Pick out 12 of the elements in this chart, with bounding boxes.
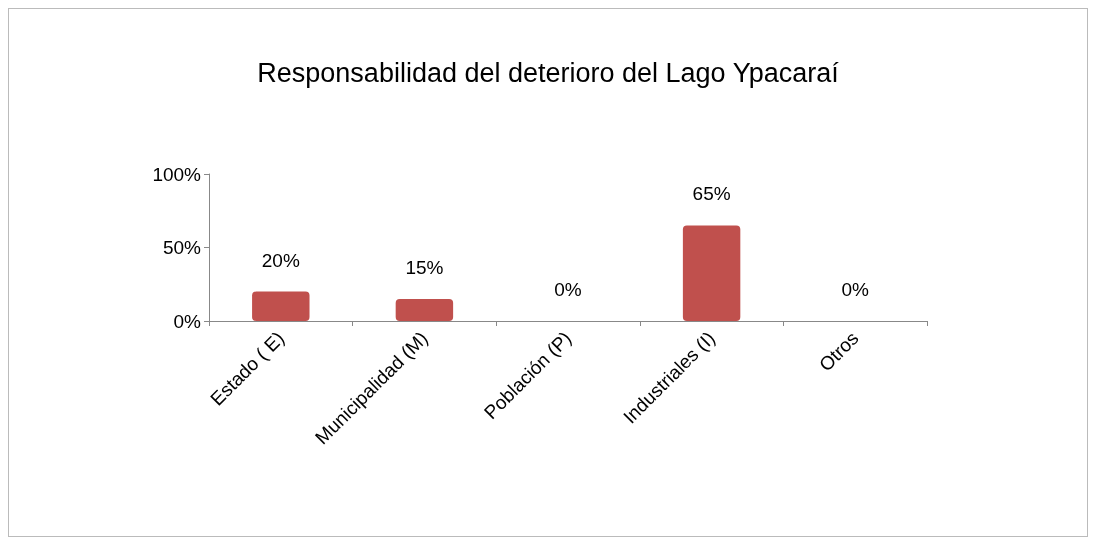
data-label: 0% xyxy=(554,279,582,300)
bar xyxy=(395,298,454,321)
data-label: 15% xyxy=(405,256,444,278)
data-label: 0% xyxy=(841,279,870,300)
chart-title: Responsabilidad del deterioro del Lago Ypacaraí xyxy=(257,57,840,88)
bar xyxy=(682,225,741,321)
bar xyxy=(252,291,310,321)
y-tick-label: 50% xyxy=(162,237,202,258)
data-label: 20% xyxy=(261,249,300,271)
y-tick-label: 100% xyxy=(152,163,202,185)
data-label: 65% xyxy=(692,183,731,205)
y-tick-label: 0% xyxy=(173,310,202,332)
